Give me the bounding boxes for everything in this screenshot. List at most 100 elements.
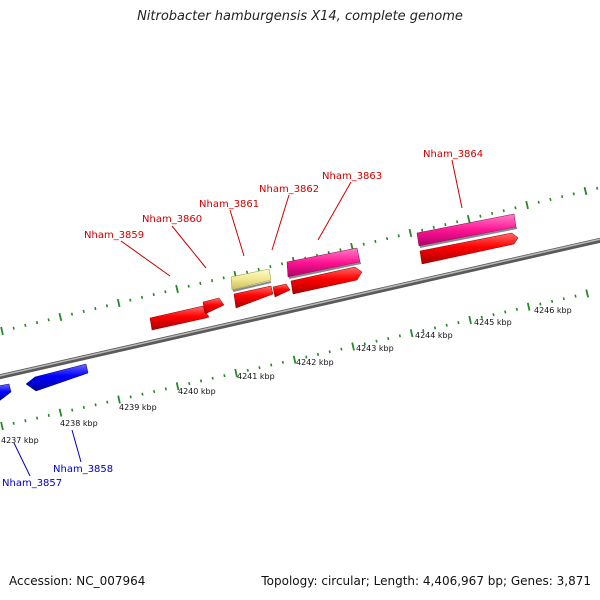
inner-track-tick bbox=[106, 400, 109, 404]
gene-label-nham-3863[interactable]: Nham_3863 bbox=[322, 171, 382, 182]
inner-track-tick bbox=[480, 315, 483, 319]
gene-arrow-nham-3860[interactable] bbox=[202, 297, 225, 315]
inner-track-tick bbox=[246, 368, 249, 372]
gene-arrow-nham-3861[interactable] bbox=[233, 285, 274, 309]
outer-track-tick bbox=[502, 209, 505, 213]
outer-track-tick bbox=[199, 281, 202, 285]
feature-shadow bbox=[419, 227, 518, 248]
outer-track-tick bbox=[94, 307, 97, 311]
gene-label-nham-3860[interactable]: Nham_3860 bbox=[142, 214, 202, 225]
reverse-strand-features bbox=[0, 363, 89, 402]
inner-track-tick bbox=[117, 395, 121, 404]
inner-track-tick bbox=[375, 339, 378, 343]
topology-text: Topology: circular; Length: 4,406,967 bp… bbox=[261, 574, 591, 588]
inner-track-tick bbox=[340, 347, 343, 351]
gene-labels: Nham_3859 Nham_3860 Nham_3861 Nham_3862 … bbox=[2, 149, 483, 489]
outer-track-tick bbox=[408, 228, 413, 238]
pale-feature[interactable] bbox=[230, 268, 272, 291]
gene-label-nham-3861[interactable]: Nham_3861 bbox=[199, 199, 259, 210]
inner-track-tick bbox=[328, 350, 331, 354]
scale-label-4243: 4243 kbp bbox=[356, 344, 394, 353]
pink-feature-nham-3864[interactable] bbox=[416, 213, 517, 247]
feature-shadow bbox=[288, 262, 362, 279]
gene-label-nham-3864[interactable]: Nham_3864 bbox=[423, 149, 483, 160]
outer-track-tick bbox=[175, 284, 179, 294]
leader-line-nham-3860 bbox=[171, 225, 207, 269]
outer-track-tick bbox=[257, 267, 260, 271]
outer-track-tick bbox=[385, 237, 389, 241]
outer-track-tick bbox=[432, 225, 435, 229]
inner-track-tick bbox=[82, 405, 85, 409]
inner-track-tick bbox=[551, 299, 554, 303]
inner-track-tick bbox=[71, 408, 74, 412]
gene-label-nham-3857[interactable]: Nham_3857 bbox=[2, 478, 62, 489]
outer-track-tick bbox=[222, 276, 225, 280]
inner-track-tick bbox=[141, 392, 144, 396]
outer-track-tick bbox=[561, 195, 564, 199]
outer-track-tick bbox=[280, 262, 284, 266]
inner-track-tick bbox=[281, 360, 284, 364]
pink-feature-nham-3863[interactable] bbox=[286, 247, 361, 278]
gene-arrow-nham-3863[interactable] bbox=[290, 266, 363, 295]
leader-line-nham-3864 bbox=[451, 159, 463, 209]
inner-track-tick bbox=[188, 381, 191, 386]
outer-track-tick bbox=[596, 186, 599, 190]
scale-labels: 4237 kbp 4238 kbp 4239 kbp 4240 kbp 4241… bbox=[1, 306, 572, 445]
outer-track-tick bbox=[444, 223, 447, 227]
inner-tick-track bbox=[0, 289, 589, 431]
label-leader-lines bbox=[13, 159, 463, 477]
outer-track-tick bbox=[583, 186, 588, 196]
accession-text: Accession: NC_007964 bbox=[9, 574, 146, 588]
outer-track-tick bbox=[537, 200, 540, 204]
outer-track-tick bbox=[0, 326, 4, 336]
gene-arrow-nham-3858[interactable] bbox=[25, 363, 89, 392]
inner-track-tick bbox=[539, 302, 542, 306]
gene-arrow-nham-3864[interactable] bbox=[419, 232, 519, 265]
scale-label-4240: 4240 kbp bbox=[178, 387, 216, 396]
gene-arrow-nham-3862[interactable] bbox=[272, 283, 291, 298]
outer-track-tick bbox=[140, 295, 144, 299]
leader-line-nham-3857 bbox=[13, 442, 31, 477]
inner-track-tick bbox=[468, 315, 472, 325]
outer-track-tick bbox=[245, 270, 249, 274]
scale-label-4246: 4246 kbp bbox=[534, 306, 572, 315]
inner-track-tick bbox=[36, 416, 39, 420]
outer-track-tick bbox=[491, 211, 494, 215]
inner-track-tick bbox=[526, 302, 531, 311]
gene-arrow-nham-3859[interactable] bbox=[149, 305, 210, 331]
outer-track-tick bbox=[421, 228, 424, 232]
outer-track-tick bbox=[152, 293, 155, 297]
outer-track-tick bbox=[210, 279, 214, 283]
gene-label-nham-3859[interactable]: Nham_3859 bbox=[84, 230, 144, 241]
outer-track-tick bbox=[572, 192, 575, 196]
inner-track-tick bbox=[398, 334, 401, 338]
outer-track-tick bbox=[269, 265, 272, 269]
outer-track-tick bbox=[164, 290, 167, 294]
feature-shadow bbox=[232, 281, 272, 292]
inner-track-tick bbox=[422, 329, 425, 333]
forward-strand-features bbox=[149, 232, 519, 331]
gene-label-nham-3858[interactable]: Nham_3858 bbox=[53, 464, 113, 475]
scale-label-4237: 4237 kbp bbox=[1, 436, 39, 445]
leader-line-nham-3859 bbox=[120, 240, 171, 277]
misc-features bbox=[230, 213, 518, 292]
inner-track-tick bbox=[585, 289, 589, 298]
inner-track-tick bbox=[129, 395, 132, 399]
genome-backbone bbox=[0, 237, 600, 380]
inner-track-tick bbox=[351, 342, 355, 351]
scale-label-4238: 4238 kbp bbox=[60, 419, 98, 428]
outer-track-tick bbox=[187, 284, 190, 288]
outer-track-tick bbox=[105, 304, 109, 308]
scale-label-4241: 4241 kbp bbox=[237, 372, 275, 381]
scale-label-4242: 4242 kbp bbox=[296, 358, 334, 367]
inner-track-tick bbox=[292, 355, 297, 364]
inner-track-tick bbox=[175, 382, 180, 391]
inner-track-tick bbox=[515, 307, 519, 311]
outer-track-tick bbox=[47, 318, 50, 322]
leader-line-nham-3862 bbox=[271, 194, 290, 251]
genome-backbone-highlight bbox=[0, 238, 600, 377]
gene-label-nham-3862[interactable]: Nham_3862 bbox=[259, 184, 319, 195]
inner-track-tick bbox=[234, 368, 238, 378]
outer-track-tick bbox=[35, 321, 39, 325]
gene-arrow-nham-3857[interactable] bbox=[0, 383, 12, 402]
